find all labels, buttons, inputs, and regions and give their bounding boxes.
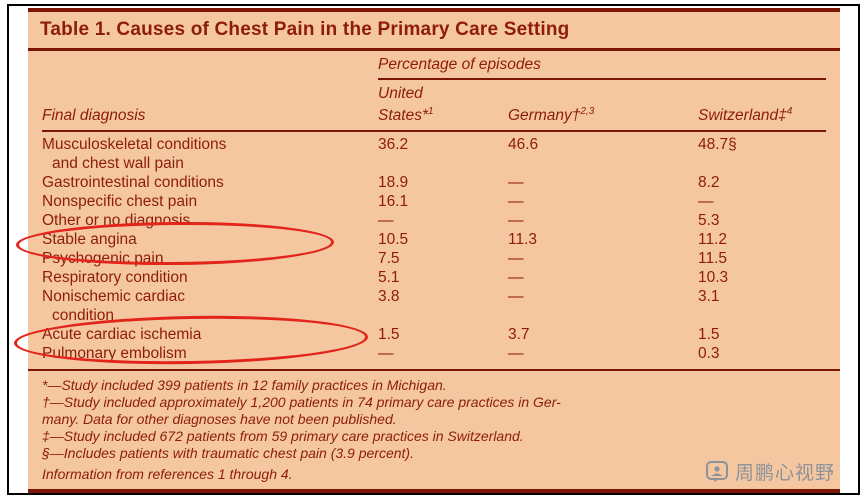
value-cell-switzerland: 11.2 xyxy=(698,231,728,249)
footnote-asterisk: *—Study included 399 patients in 12 fami… xyxy=(42,377,447,394)
value-cell-switzerland: 48.7§ xyxy=(698,136,737,154)
table: Table 1. Causes of Chest Pain in the Pri… xyxy=(13,8,840,494)
footnote-dagger-line1: †—Study included approximately 1,200 pat… xyxy=(42,394,561,411)
table-row: Musculoskeletal conditions and chest wall… xyxy=(42,135,826,173)
value-cell-switzerland: 3.1 xyxy=(698,288,720,306)
diagnosis-cell: Other or no diagnosis xyxy=(42,212,191,230)
table-rows: Musculoskeletal conditions and chest wall… xyxy=(42,135,826,363)
table-row: Respiratory condition 5.1 — 10.3 xyxy=(42,268,826,287)
column-header-switzerland: Switzerland‡4 xyxy=(698,106,793,125)
footnote-dagger-line2: many. Data for other diagnoses have not … xyxy=(42,411,397,428)
value-cell-us: — xyxy=(378,212,394,230)
value-cell-switzerland: 11.5 xyxy=(698,250,728,268)
watermark: 周鹏心视野 xyxy=(705,458,835,485)
value-cell-germany: — xyxy=(508,174,524,192)
table-footnotes: *—Study included 399 patients in 12 fami… xyxy=(28,369,840,489)
value-cell-switzerland: 8.2 xyxy=(698,174,720,192)
diagnosis-cell: Musculoskeletal conditions and chest wall… xyxy=(42,136,227,173)
value-cell-germany: — xyxy=(508,193,524,211)
source-note: Information from references 1 through 4. xyxy=(42,466,293,483)
value-cell-us: 10.5 xyxy=(378,231,409,249)
value-cell-us: — xyxy=(378,345,394,363)
diagnosis-cell: Pulmonary embolism xyxy=(42,345,187,363)
value-cell-us: 1.5 xyxy=(378,326,400,344)
table-row: Nonspecific chest pain 16.1 — — xyxy=(42,192,826,211)
value-cell-germany: — xyxy=(508,250,524,268)
value-cell-germany: — xyxy=(508,269,524,287)
value-cell-switzerland: 5.3 xyxy=(698,212,720,230)
watermark-text: 周鹏心视野 xyxy=(734,463,835,484)
value-cell-germany: 3.7 xyxy=(508,326,530,344)
diagnosis-cell: Nonspecific chest pain xyxy=(42,193,198,211)
watermark-icon xyxy=(705,460,729,484)
table-row: Pulmonary embolism — — 0.3 xyxy=(42,344,826,363)
diagnosis-cell: Respiratory condition xyxy=(42,269,188,287)
column-header-diagnosis: Final diagnosis xyxy=(42,107,146,125)
footnote-double-dagger: ‡—Study included 672 patients from 59 pr… xyxy=(42,428,524,445)
table-content: Percentage of episodes Final diagnosis U… xyxy=(28,51,840,363)
value-cell-us: 36.2 xyxy=(378,136,409,154)
diagnosis-cell: Acute cardiac ischemia xyxy=(42,326,202,344)
value-cell-us: 18.9 xyxy=(378,174,409,192)
value-cell-switzerland: — xyxy=(698,193,714,211)
diagnosis-cell: Stable angina xyxy=(42,231,137,249)
table-row-acute-cardiac-ischemia: Acute cardiac ischemia 1.5 3.7 1.5 xyxy=(42,325,826,344)
diagnosis-cell: Nonischemic cardiac condition xyxy=(42,288,185,325)
value-cell-switzerland: 10.3 xyxy=(698,269,729,287)
value-cell-us: 5.1 xyxy=(378,269,400,287)
value-cell-us: 3.8 xyxy=(378,288,400,306)
column-group-header: Percentage of episodes xyxy=(378,56,826,80)
table-row: Psychogenic pain 7.5 — 11.5 xyxy=(42,249,826,268)
table-row: Gastrointestinal conditions 18.9 — 8.2 xyxy=(42,173,826,192)
table-title: Table 1. Causes of Chest Pain in the Pri… xyxy=(28,12,840,51)
table-row: Nonischemic cardiac condition 3.8 — 3.1 xyxy=(42,287,826,325)
value-cell-us: 7.5 xyxy=(378,250,400,268)
value-cell-switzerland: 0.3 xyxy=(698,345,720,363)
value-cell-switzerland: 1.5 xyxy=(698,326,720,344)
column-header-united-states: United States*1 xyxy=(378,85,434,125)
table-row-stable-angina: Stable angina 10.5 11.3 11.2 xyxy=(42,230,826,249)
column-header-row: Final diagnosis United States*1 Germany†… xyxy=(42,80,826,133)
value-cell-germany: — xyxy=(508,288,524,306)
value-cell-us: 16.1 xyxy=(378,193,409,211)
diagnosis-cell: Gastrointestinal conditions xyxy=(42,174,224,192)
table-row: Other or no diagnosis — — 5.3 xyxy=(42,211,826,230)
value-cell-germany: — xyxy=(508,345,524,363)
value-cell-germany: 46.6 xyxy=(508,136,539,154)
value-cell-germany: 11.3 xyxy=(508,231,538,249)
diagnosis-cell: Psychogenic pain xyxy=(42,250,164,268)
value-cell-germany: — xyxy=(508,212,524,230)
column-header-germany: Germany†2,3 xyxy=(508,106,595,125)
footnote-section: §—Includes patients with traumatic chest… xyxy=(42,445,414,462)
